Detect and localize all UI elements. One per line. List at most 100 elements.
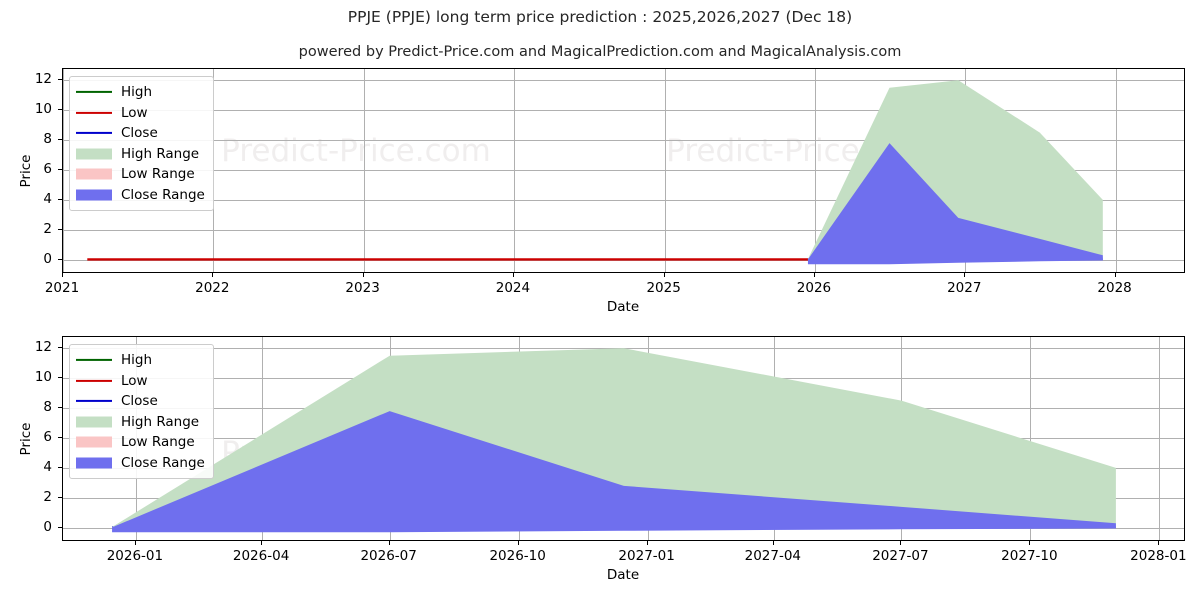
- xtick-label: 2027-10: [1001, 548, 1058, 564]
- legend-label: Close Range: [121, 454, 205, 471]
- gridline-vertical: [664, 69, 666, 272]
- ytick-label: 8: [43, 399, 52, 416]
- ytick-mark: [58, 79, 62, 81]
- xtick-mark: [1114, 273, 1116, 277]
- legend-item-low[interactable]: Low: [76, 371, 205, 392]
- xtick-mark: [1029, 541, 1031, 545]
- xtick-label: 2026-04: [232, 548, 290, 564]
- overview-legend: High Low Close High Range Low Range Close Ran…: [69, 76, 214, 211]
- series-band-close-range: [807, 143, 1103, 265]
- legend-label: High Range: [121, 145, 200, 162]
- gridline-vertical: [513, 69, 515, 272]
- legend-swatch-close-icon: [76, 394, 112, 408]
- xtick-label: 2026-01: [106, 548, 164, 564]
- legend-swatch-high-range-icon: [76, 415, 112, 429]
- legend-label: Close: [121, 125, 158, 142]
- xtick-label: 2027-04: [744, 548, 802, 564]
- xtick-label: 2021: [44, 280, 80, 296]
- legend-label: Close Range: [121, 186, 205, 203]
- gridline-vertical: [1159, 337, 1161, 540]
- xtick-label: 2028: [1097, 280, 1132, 296]
- gridline-vertical: [63, 69, 64, 272]
- legend-swatch-close-range-icon: [76, 456, 112, 470]
- ytick-label: 6: [43, 161, 52, 177]
- ytick-label: 8: [43, 131, 52, 148]
- xtick-mark: [388, 541, 390, 545]
- legend-item-high-range[interactable]: High Range: [76, 144, 205, 165]
- legend-item-low-range[interactable]: Low Range: [76, 164, 205, 185]
- detail-yaxis-label: Price: [18, 422, 34, 456]
- xtick-label: 2026: [796, 280, 832, 296]
- legend-item-high[interactable]: High: [76, 82, 205, 103]
- ytick-label: 4: [43, 458, 52, 475]
- legend-label: Low: [121, 104, 148, 121]
- legend-item-close[interactable]: Close: [76, 391, 205, 412]
- xtick-label: 2026-07: [360, 548, 417, 564]
- legend-item-high[interactable]: High: [76, 350, 205, 371]
- legend-label: Low Range: [121, 166, 195, 183]
- ytick-mark: [58, 347, 62, 349]
- xtick-mark: [1158, 541, 1160, 545]
- ytick-label: 6: [43, 429, 52, 445]
- ytick-mark: [58, 139, 62, 141]
- ytick-mark: [58, 228, 62, 230]
- gridline-horizontal: [63, 229, 1184, 231]
- ytick-mark: [58, 258, 62, 260]
- ytick-label: 4: [43, 190, 52, 207]
- legend-item-close-range[interactable]: Close Range: [76, 453, 205, 474]
- overview-xaxis-label: Date: [606, 299, 640, 315]
- series-band-close-range: [112, 411, 1116, 533]
- ytick-mark: [58, 496, 62, 498]
- detail-legend: High Low Close High Range Low Range Close Ran…: [69, 344, 214, 479]
- ytick-label: 10: [34, 369, 52, 386]
- xtick-label: 2026-10: [489, 548, 546, 564]
- legend-label: High: [121, 84, 153, 101]
- gridline-horizontal: [63, 80, 1184, 82]
- ytick-label: 0: [43, 518, 52, 535]
- legend-item-low[interactable]: Low: [76, 103, 205, 124]
- gridline-vertical: [363, 69, 365, 272]
- xtick-mark: [362, 273, 364, 277]
- ytick-mark: [58, 437, 62, 438]
- legend-swatch-low-icon: [76, 374, 112, 388]
- gridline-vertical: [814, 69, 816, 272]
- gridline-vertical: [1030, 337, 1032, 540]
- ytick-label: 2: [43, 488, 52, 505]
- xtick-label: 2027-01: [618, 548, 675, 564]
- ytick-label: 0: [43, 250, 52, 267]
- legend-item-close-range[interactable]: Close Range: [76, 185, 205, 206]
- xtick-mark: [512, 273, 514, 277]
- gridline-vertical: [1115, 69, 1117, 272]
- ytick-mark: [58, 377, 62, 379]
- xtick-label: 2022: [195, 280, 230, 296]
- legend-label: High Range: [121, 413, 200, 430]
- gridline-horizontal: [63, 199, 1184, 201]
- xtick-mark: [813, 273, 815, 277]
- ytick-mark: [58, 109, 62, 111]
- gridline-horizontal: [63, 140, 1184, 142]
- ytick-mark: [58, 198, 62, 200]
- xtick-mark: [900, 541, 902, 545]
- xtick-mark: [134, 541, 136, 545]
- xtick-label: 2025: [646, 280, 681, 296]
- series-layer: [112, 348, 1116, 533]
- legend-label: High: [121, 352, 153, 369]
- legend-swatch-high-icon: [76, 353, 112, 367]
- legend-item-high-range[interactable]: High Range: [76, 412, 205, 433]
- ytick-mark: [58, 526, 62, 528]
- xtick-label: 2027: [947, 280, 982, 296]
- gridline-horizontal: [63, 110, 1184, 112]
- ytick-label: 10: [34, 101, 52, 118]
- xtick-label: 2023: [345, 280, 380, 296]
- xtick-mark: [62, 273, 63, 277]
- legend-item-low-range[interactable]: Low Range: [76, 432, 205, 453]
- ytick-mark: [58, 169, 62, 170]
- legend-item-close[interactable]: Close: [76, 123, 205, 144]
- ytick-label: 12: [34, 339, 52, 356]
- xtick-label: 2024: [495, 280, 531, 296]
- legend-label: Close: [121, 393, 158, 410]
- xtick-mark: [212, 273, 214, 277]
